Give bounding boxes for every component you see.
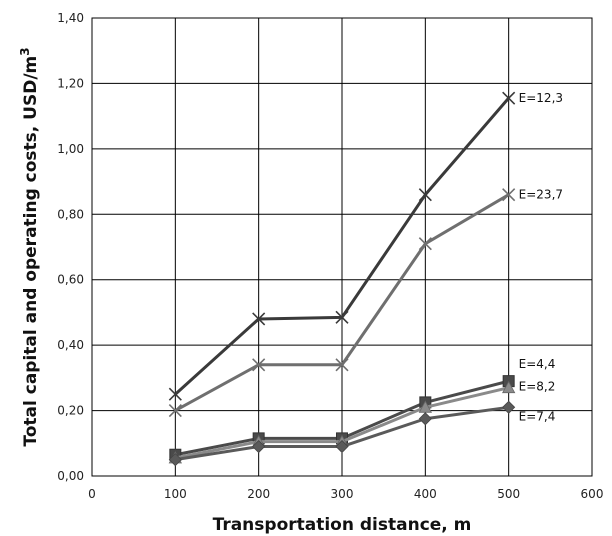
y-axis-title: Total capital and operating costs, USD/m… <box>18 47 41 446</box>
y-axis-title-superscript: 3 <box>18 47 32 55</box>
y-axis-title-main: Total capital and operating costs, USD/m <box>21 56 41 447</box>
diamond-marker <box>335 439 349 454</box>
triangle-marker <box>501 380 516 394</box>
y-tick-labels: 0,00 0,20 0,40 0,60 0,80 1,00 1,20 1,40 <box>57 11 84 483</box>
series-end-label: E=7,4 <box>519 409 556 423</box>
y-tick-label: 1,20 <box>57 76 84 90</box>
y-tick-label: 0,40 <box>57 338 84 352</box>
x-marker <box>502 91 516 105</box>
diamond-marker <box>168 453 182 467</box>
x-tick-label: 200 <box>247 487 270 501</box>
x-tick-label: 500 <box>497 487 520 501</box>
series-end-label: E=8,2 <box>519 380 556 394</box>
x-marker <box>168 387 182 401</box>
series-end-label: E=12,3 <box>519 91 563 105</box>
series-4 <box>168 400 516 467</box>
series-1 <box>168 188 516 418</box>
x-marker <box>168 404 182 418</box>
x-marker <box>335 358 349 372</box>
x-tick-label: 100 <box>164 487 187 501</box>
x-marker <box>252 312 266 326</box>
x-tick-label: 400 <box>414 487 437 501</box>
diamond-marker <box>418 412 432 426</box>
y-tick-label: 0,60 <box>57 273 84 287</box>
series-end-labels: E=12,3 E=23,7 E=4,4 E=8,2 E=7,4 <box>519 91 563 423</box>
x-marker <box>252 358 266 372</box>
x-tick-labels: 0 100 200 300 400 500 600 <box>88 487 603 501</box>
y-tick-label: 0,80 <box>57 207 84 221</box>
x-marker <box>335 310 349 324</box>
x-marker <box>418 237 432 251</box>
x-marker <box>418 188 432 202</box>
diamond-marker <box>252 439 266 454</box>
x-marker <box>502 188 516 202</box>
x-tick-label: 300 <box>331 487 354 501</box>
x-tick-label: 600 <box>581 487 604 501</box>
series-end-label: E=4,4 <box>519 357 556 371</box>
y-tick-label: 1,00 <box>57 142 84 156</box>
series-end-label: E=23,7 <box>519 188 563 202</box>
series-group <box>168 91 516 467</box>
y-tick-label: 1,40 <box>57 11 84 25</box>
series-0 <box>168 91 516 401</box>
x-tick-label: 0 <box>88 487 96 501</box>
x-axis-title: Transportation distance, m <box>213 515 472 535</box>
diamond-marker <box>502 400 516 414</box>
y-tick-label: 0,20 <box>57 404 84 418</box>
y-tick-label: 0,00 <box>57 469 84 483</box>
